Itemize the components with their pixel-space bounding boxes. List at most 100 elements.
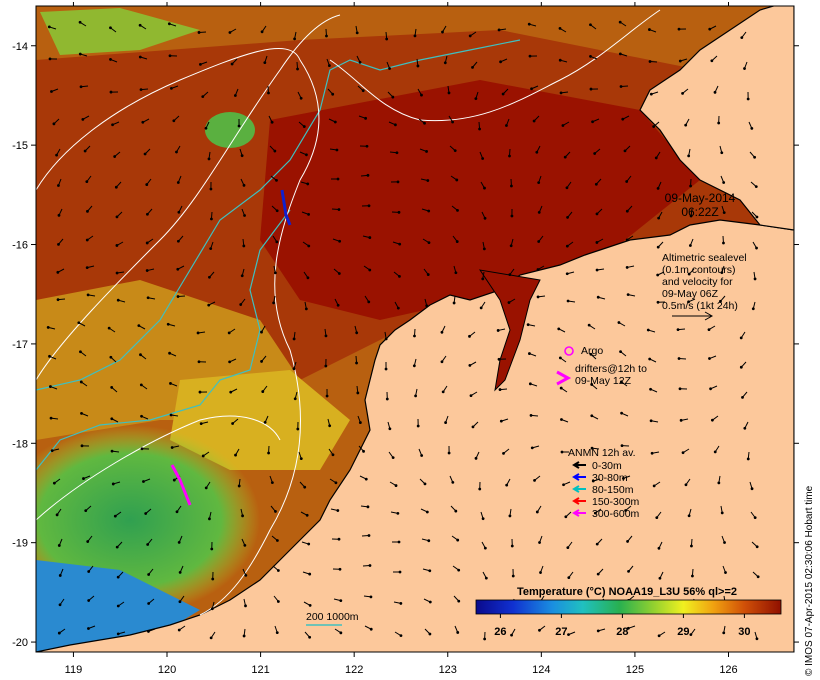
altimetry-line: 0.5m/s (1kt 24h) <box>662 300 738 312</box>
velocity-arrow-head <box>413 334 416 338</box>
velocity-arrow-head <box>176 181 180 184</box>
lon-tick-label: 125 <box>626 664 644 676</box>
velocity-arrow-head <box>263 420 267 424</box>
velocity-arrow-head <box>199 62 202 66</box>
velocity-arrow-head <box>147 602 151 605</box>
velocity-arrow-head <box>308 572 312 576</box>
velocity-arrow-head <box>276 600 280 603</box>
velocity-arrow-head <box>687 272 691 276</box>
image-time: 06:22Z <box>681 205 718 219</box>
velocity-arrow-head <box>270 481 274 484</box>
velocity-arrow-head <box>146 212 149 216</box>
velocity-arrow-head <box>538 541 541 544</box>
velocity-arrow-head <box>338 567 342 571</box>
velocity-arrow-head <box>198 390 202 394</box>
altimetry-legend: Altimetric sealevel (0.1m contours) and … <box>662 252 747 321</box>
velocity-arrow-head <box>138 55 142 59</box>
velocity-arrow-head <box>443 61 447 65</box>
velocity-arrow-head <box>204 126 208 130</box>
velocity-arrow-head <box>111 482 115 486</box>
north-cool-patch <box>40 8 200 55</box>
velocity-arrow-head <box>145 269 149 272</box>
velocity-arrow-head <box>428 569 432 573</box>
velocity-arrow-head <box>57 544 61 547</box>
velocity-arrow-head <box>86 293 90 297</box>
velocity-arrow-head <box>483 186 486 190</box>
velocity-arrow-head <box>713 90 717 94</box>
velocity-arrow-head <box>397 540 401 544</box>
velocity-arrow-head <box>622 476 625 480</box>
velocity-arrow-head <box>166 322 170 326</box>
velocity-arrow-head <box>717 121 721 125</box>
velocity-arrow-head <box>272 301 276 305</box>
velocity-arrow-head <box>687 154 691 158</box>
velocity-arrow-head <box>456 631 460 634</box>
lat-tick-label: -18 <box>12 438 28 450</box>
velocity-arrow-head <box>535 510 539 514</box>
velocity-arrow-head <box>471 425 475 429</box>
velocity-arrow-head <box>170 86 173 90</box>
velocity-arrow-head <box>197 360 201 364</box>
velocity-arrow-head <box>591 120 594 124</box>
velocity-arrow-head <box>369 627 373 631</box>
velocity-arrow-head <box>110 386 114 389</box>
velocity-arrow-head <box>87 599 91 602</box>
velocity-arrow-head <box>50 449 54 453</box>
lon-tick-label: 126 <box>719 664 737 676</box>
velocity-arrow-head <box>145 241 149 245</box>
velocity-arrow-head <box>755 545 759 549</box>
velocity-arrow-head <box>80 444 84 448</box>
velocity-arrow-head <box>308 603 312 607</box>
velocity-arrow-head <box>558 356 562 360</box>
velocity-arrow-head <box>481 157 485 160</box>
velocity-arrow-head <box>109 355 113 359</box>
velocity-arrow-head <box>175 510 179 514</box>
velocity-arrow-head <box>753 155 757 159</box>
anmn-item-label: 150-300m <box>592 496 640 508</box>
velocity-arrow-head <box>48 57 52 61</box>
velocity-arrow-head <box>428 600 432 604</box>
velocity-arrow-head <box>267 451 270 455</box>
velocity-arrow-head <box>356 391 360 395</box>
velocity-arrow-head <box>237 484 241 488</box>
velocity-arrow-head <box>399 634 403 638</box>
velocity-arrow-head <box>650 451 654 455</box>
velocity-arrow-head <box>366 173 370 177</box>
velocity-arrow-head <box>723 541 726 544</box>
altimetry-line: (0.1m contours) <box>662 264 736 276</box>
velocity-arrow-head <box>530 446 534 450</box>
velocity-arrow-head <box>337 272 341 275</box>
velocity-arrow-head <box>566 299 570 303</box>
velocity-arrow-head <box>689 633 693 637</box>
longitude-axis: 119 120 121 122 123 124 125 126 <box>65 2 738 676</box>
velocity-arrow-head <box>52 481 56 485</box>
colorbar: Temperature (°C) NOAA19_L3U 56% ql>=2 26… <box>475 586 782 638</box>
velocity-arrow-head <box>46 326 50 329</box>
velocity-arrow-head <box>479 306 483 310</box>
velocity-arrow-head <box>482 247 486 251</box>
velocity-arrow-head <box>722 241 725 245</box>
velocity-arrow-head <box>396 306 400 310</box>
velocity-arrow-head <box>453 149 457 153</box>
velocity-arrow-head <box>510 633 513 637</box>
velocity-arrow-head <box>648 60 652 63</box>
velocity-arrow-head <box>168 351 171 355</box>
isobath-label: 200 1000m <box>306 611 359 623</box>
velocity-arrow-head <box>275 209 279 213</box>
drifter-track <box>280 189 292 226</box>
velocity-arrow-head <box>562 483 565 487</box>
velocity-arrow-head <box>596 295 600 299</box>
velocity-arrow-head <box>396 180 400 184</box>
velocity-arrow-head <box>177 541 181 544</box>
velocity-arrow-head <box>469 394 473 398</box>
velocity-arrow-head <box>275 240 279 244</box>
velocity-arrow-head <box>384 337 388 341</box>
velocity-arrow-head <box>368 564 372 567</box>
velocity-arrow-head <box>239 303 243 306</box>
velocity-arrow-head <box>115 545 119 549</box>
velocity-arrow-head <box>209 187 213 191</box>
sealevel-contour <box>36 14 341 381</box>
velocity-arrow-head <box>210 607 214 611</box>
velocity-arrow-head <box>425 150 428 153</box>
velocity-arrow-head <box>244 604 247 608</box>
